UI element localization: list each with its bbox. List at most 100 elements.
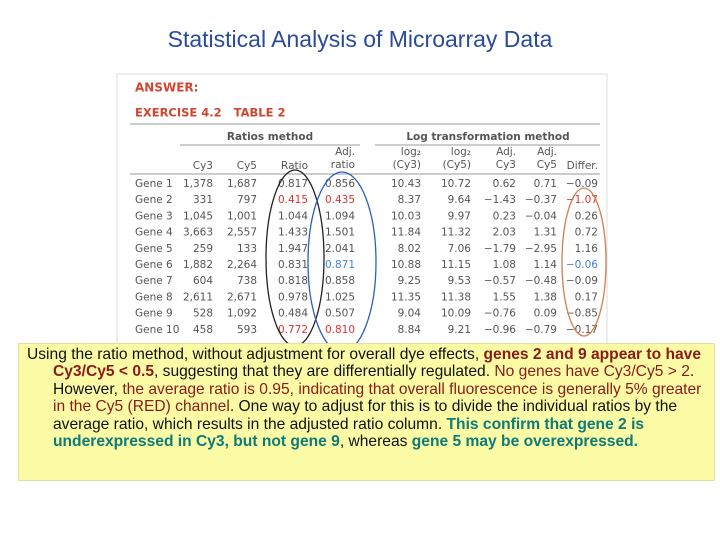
table-cell: 0.818 <box>278 275 308 287</box>
table-cell: 1.025 <box>325 291 355 303</box>
table-cell: 604 <box>193 275 213 287</box>
table-cell: 9.25 <box>398 275 421 287</box>
table-cell: 2.041 <box>325 243 355 255</box>
row-label: Gene 5 <box>135 243 173 255</box>
table-cell: 0.831 <box>278 259 308 271</box>
table-cell: 1,045 <box>183 210 213 222</box>
figure-label: ANSWER: <box>135 81 198 95</box>
table-cell: 797 <box>237 194 257 206</box>
table-cell: 259 <box>193 243 213 255</box>
table-cell: 0.978 <box>278 291 308 303</box>
figure-caption: EXERCISE 4.2 TABLE 2 <box>135 106 285 120</box>
column-header: (Cy3) <box>393 159 421 171</box>
table-cell: 0.23 <box>493 210 516 222</box>
table-cell: −1.43 <box>484 194 516 206</box>
column-header: Adj. <box>537 146 557 158</box>
table-cell: 1,001 <box>227 210 257 222</box>
table-cell: 1.31 <box>534 227 557 239</box>
table-cell: 0.856 <box>325 178 355 190</box>
table-cell: 8.84 <box>398 324 422 336</box>
table-cell: 9.64 <box>448 194 472 206</box>
note-text: This confirm that gene 2 is underexpress… <box>53 415 645 451</box>
table-cell: 9.04 <box>398 308 422 320</box>
table-cell: 0.62 <box>493 178 516 190</box>
table-cell: 1,882 <box>183 259 213 271</box>
note-box: Using the ratio method, without adjustme… <box>18 343 715 481</box>
table-cell: −2.95 <box>525 243 557 255</box>
table-cell: 458 <box>193 324 213 336</box>
column-header: Differ. <box>567 160 598 172</box>
table-cell: 10.03 <box>391 210 421 222</box>
column-header: Cy3 <box>193 160 213 172</box>
table-cell: 1.08 <box>493 259 516 271</box>
group-header: Ratios method <box>227 131 313 143</box>
note-text: . One way to adjust for this is to divid… <box>53 398 678 433</box>
table-cell: 11.38 <box>441 291 471 303</box>
table-cell: −0.48 <box>525 275 557 287</box>
highlight-circle <box>561 187 607 337</box>
table-cell: 331 <box>193 194 213 206</box>
table-cell: 1.094 <box>325 210 355 222</box>
table-cell: 0.858 <box>325 275 355 287</box>
slide-title: Statistical Analysis of Microarray Data <box>167 26 553 52</box>
table-cell: −0.04 <box>525 210 557 222</box>
table-cell: 8.37 <box>398 194 421 206</box>
table-cell: 11.84 <box>391 227 421 239</box>
table-cell: 2,611 <box>183 291 213 303</box>
table-cell: 1,378 <box>183 178 213 190</box>
row-label: Gene 2 <box>135 194 173 206</box>
table-cell: 1,092 <box>227 308 257 320</box>
table-cell: 528 <box>193 308 213 320</box>
table-cell: 1.501 <box>325 227 355 239</box>
column-header: ratio <box>331 159 355 171</box>
table-cell: −0.79 <box>525 324 557 336</box>
note-text: the average ratio is 0.95, indicating th… <box>53 380 702 416</box>
row-label: Gene 4 <box>135 227 173 239</box>
table-cell: 1,687 <box>227 178 257 190</box>
column-header: Ratio <box>281 160 308 172</box>
column-header: Adj. <box>335 146 355 158</box>
table-cell: 1.55 <box>493 291 516 303</box>
table-cell: −0.85 <box>566 308 598 320</box>
table-cell: 133 <box>237 243 257 255</box>
column-header: Adj. <box>496 146 516 158</box>
table-cell: 0.09 <box>534 308 557 320</box>
table-cell: 0.772 <box>278 324 308 336</box>
table-cell: 1.947 <box>278 243 308 255</box>
table-cell: 3,663 <box>183 227 213 239</box>
row-label: Gene 7 <box>135 275 173 287</box>
table-cell: 7.06 <box>448 243 472 255</box>
table-cell: 1.433 <box>278 227 308 239</box>
row-label: Gene 10 <box>135 324 179 336</box>
note-text: . However, <box>53 363 695 398</box>
column-header: log₂ <box>451 146 471 158</box>
table-cell: −0.09 <box>566 275 598 287</box>
table-cell: 10.72 <box>441 178 471 190</box>
column-header: (Cy5) <box>443 159 471 171</box>
column-header: Cy3 <box>496 159 516 171</box>
table-cell: −0.09 <box>566 178 598 190</box>
table-cell: 2,557 <box>227 227 257 239</box>
table-cell: 0.26 <box>575 210 599 222</box>
note-text: , whereas <box>339 433 412 451</box>
table-cell: 593 <box>237 324 257 336</box>
table-cell: 0.17 <box>575 291 598 303</box>
note-text: genes 2 and 9 appear to have Cy3/Cy5 < 0… <box>53 346 702 381</box>
note-text: No genes have Cy3/Cy5 > 2 <box>494 363 690 381</box>
table-cell: 2.03 <box>493 227 516 239</box>
table-cell: 9.21 <box>448 324 471 336</box>
column-header: Cy5 <box>237 160 257 172</box>
table-cell: −0.57 <box>484 275 516 287</box>
group-header: Log transformation method <box>406 131 569 143</box>
table-cell: 0.484 <box>278 308 308 320</box>
table-cell: −0.37 <box>525 194 557 206</box>
table-cell: −0.06 <box>566 259 598 271</box>
note-text: , suggesting that they are differentiall… <box>154 363 495 381</box>
table-cell: 0.817 <box>278 178 308 190</box>
row-label: Gene 9 <box>135 308 173 320</box>
table-cell: 0.435 <box>325 194 355 206</box>
table-cell: 1.14 <box>534 259 558 271</box>
row-label: Gene 1 <box>135 178 173 190</box>
